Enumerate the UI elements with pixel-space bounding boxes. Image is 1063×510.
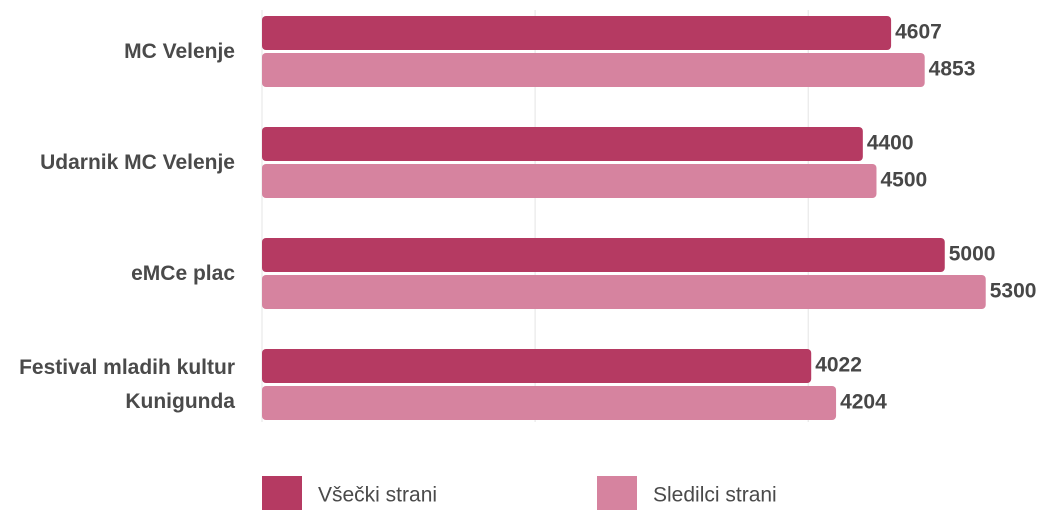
category-label: eMCe plac [131, 261, 235, 285]
category-label: MC Velenje [124, 39, 235, 63]
legend-label: Všečki strani [318, 484, 437, 507]
category-label: Udarnik MC Velenje [40, 150, 235, 174]
bar [262, 16, 892, 50]
value-label: 4607 [895, 21, 942, 44]
value-label: 5300 [990, 280, 1037, 303]
value-label: 4500 [880, 169, 927, 192]
legend-swatch [262, 476, 302, 510]
value-label: 4022 [815, 354, 862, 377]
bar [262, 275, 986, 309]
bar [262, 53, 925, 87]
value-label: 5000 [949, 243, 996, 266]
legend-label: Sledilci strani [653, 484, 777, 507]
bar [262, 386, 837, 420]
category-label: Festival mladih kultur Kunigunda [19, 355, 235, 413]
bar [262, 349, 812, 383]
value-label: 4853 [929, 58, 976, 81]
value-label: 4204 [840, 391, 887, 414]
legend-swatch [597, 476, 637, 510]
bar [262, 238, 945, 272]
bar [262, 164, 877, 198]
value-label: 4400 [867, 132, 914, 155]
bar [262, 127, 863, 161]
